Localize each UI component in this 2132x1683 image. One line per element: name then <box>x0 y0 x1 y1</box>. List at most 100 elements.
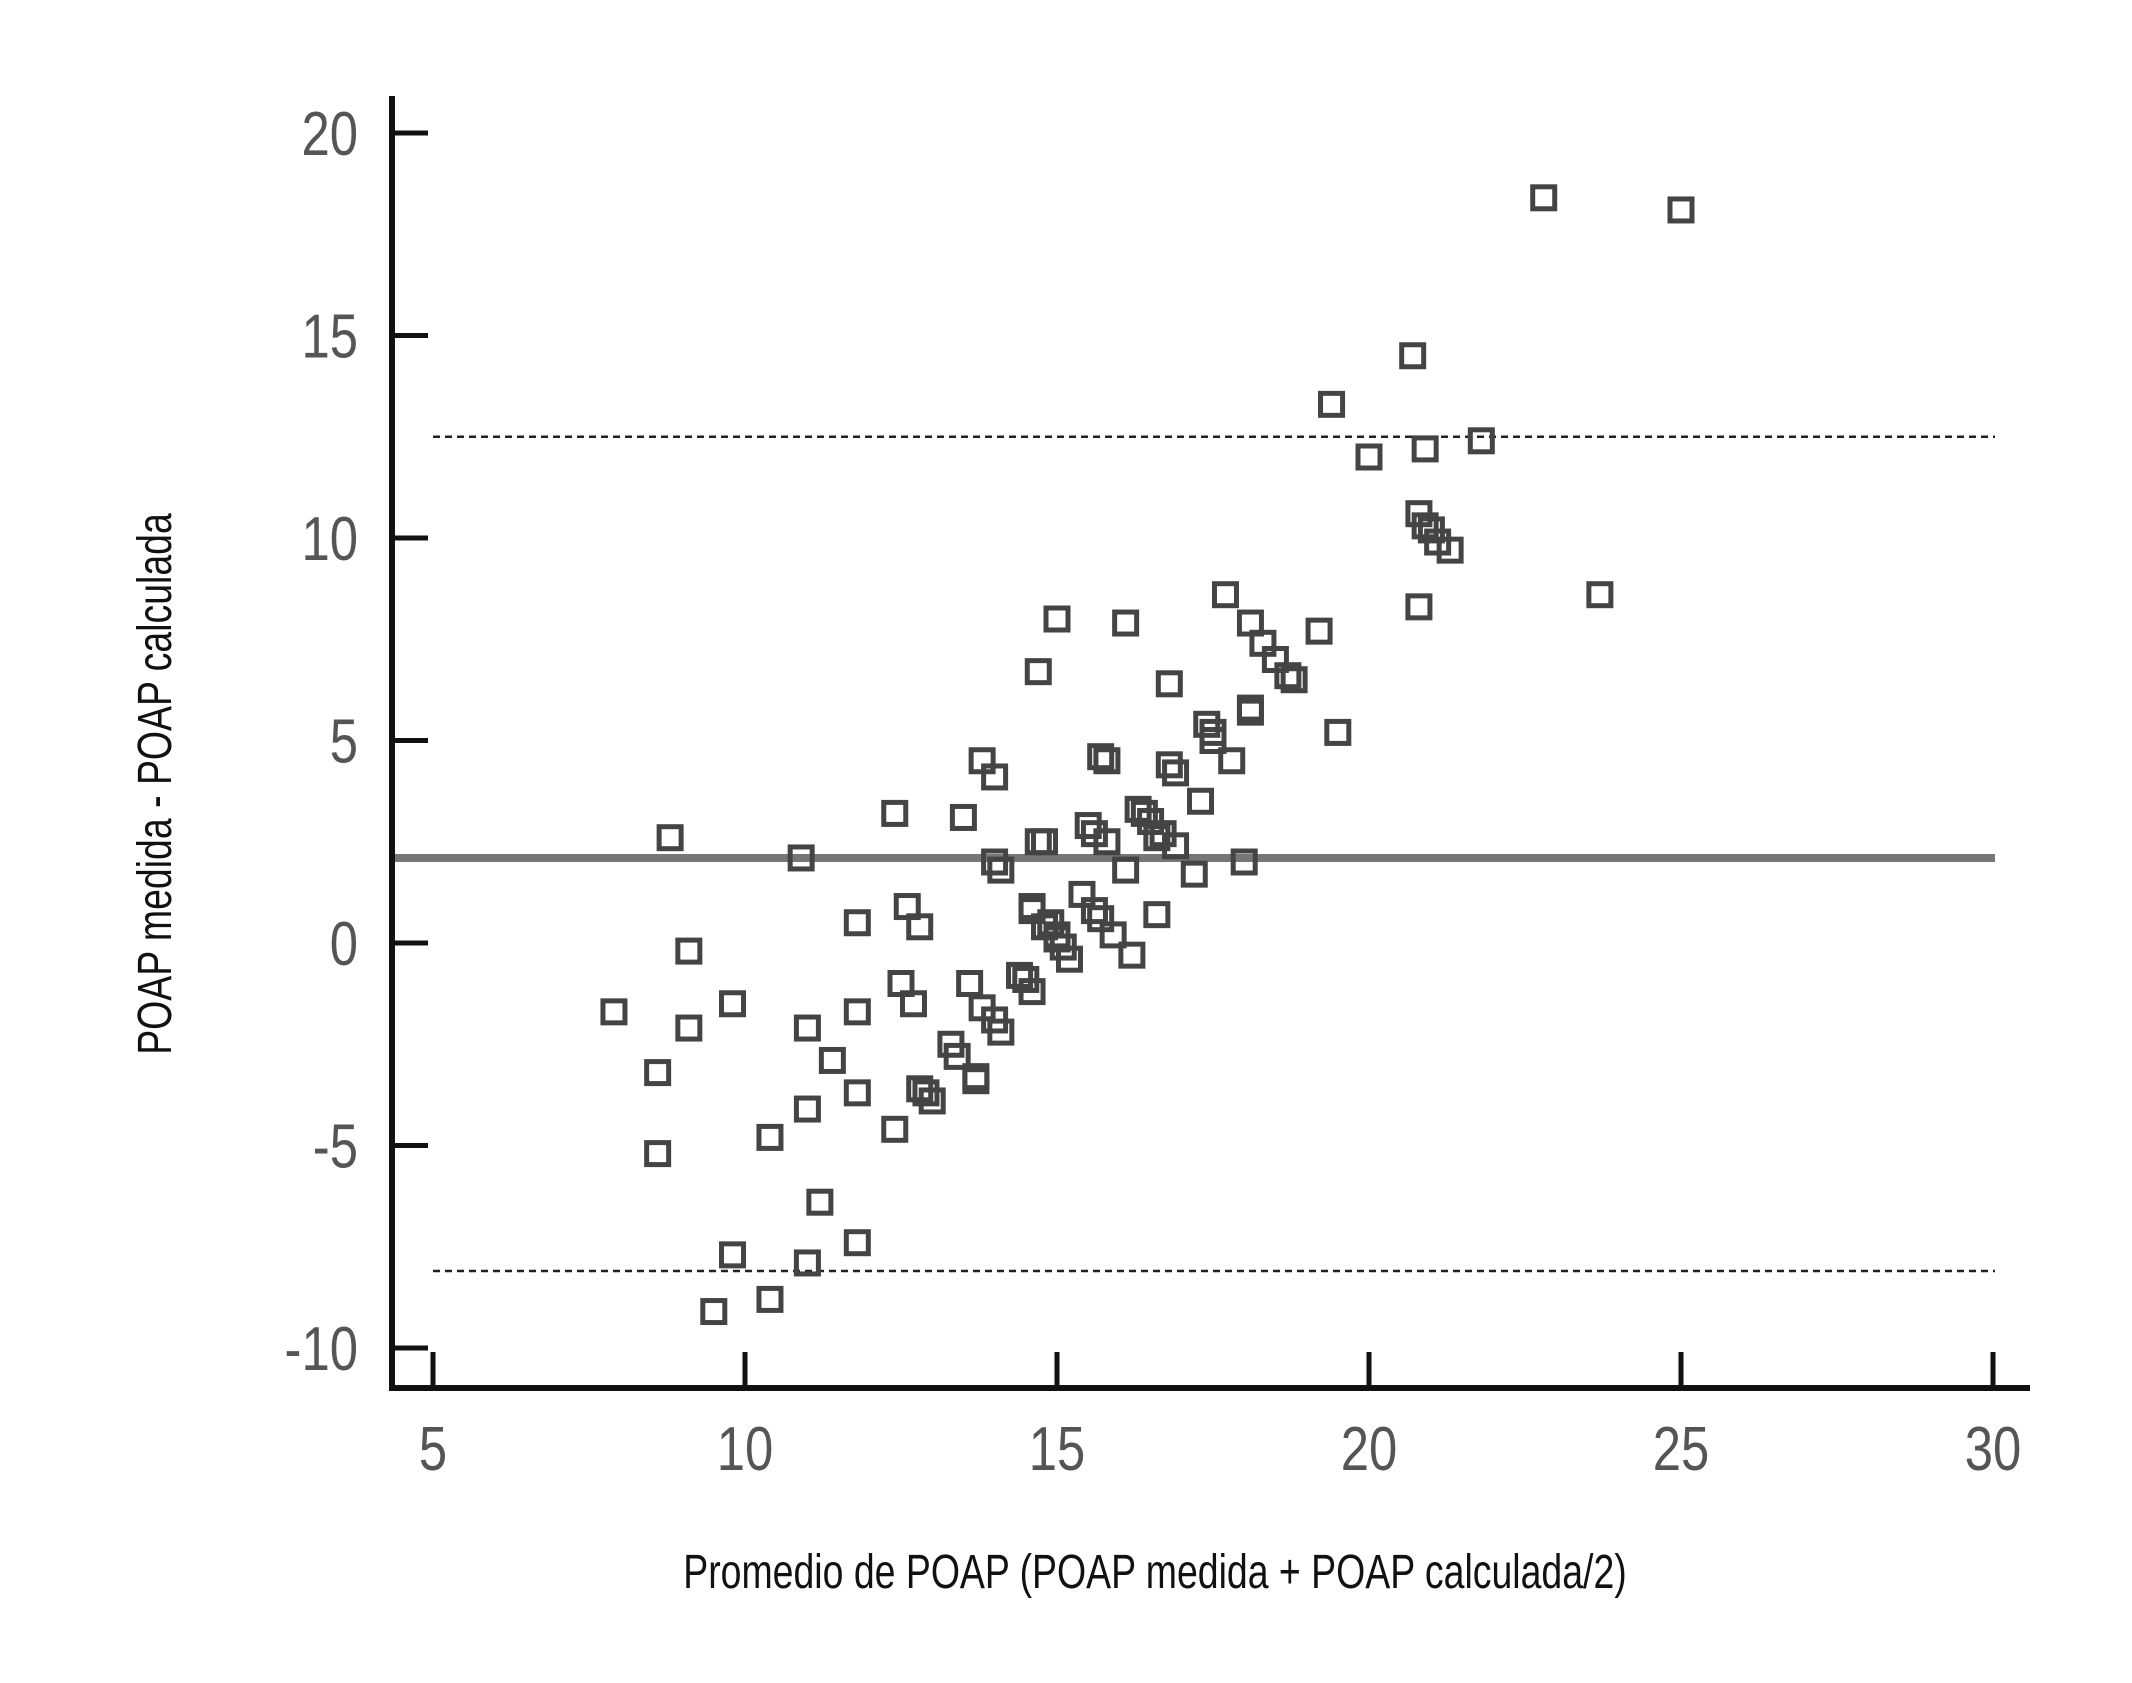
data-point <box>675 1014 703 1042</box>
data-point <box>793 1249 821 1277</box>
x-tick-label: 20 <box>1341 1415 1398 1484</box>
x-axis-ticks: 5 10 15 20 25 30 <box>419 1352 2021 1484</box>
data-point <box>1055 945 1083 973</box>
data-point <box>1280 666 1308 694</box>
data-point <box>1093 828 1121 856</box>
data-point <box>806 1188 834 1216</box>
data-point <box>1667 196 1695 224</box>
data-point <box>1112 609 1140 637</box>
data-point <box>600 998 628 1026</box>
data-point <box>1305 617 1333 645</box>
data-point <box>962 1067 990 1095</box>
data-point <box>843 998 871 1026</box>
data-point <box>1411 435 1439 463</box>
data-point <box>1199 718 1227 746</box>
data-point <box>1162 832 1190 860</box>
data-point <box>719 990 747 1018</box>
data-point <box>1155 670 1183 698</box>
data-point <box>756 1123 784 1151</box>
data-point <box>981 848 1009 876</box>
x-tick-label: 5 <box>419 1415 447 1484</box>
data-point <box>1143 824 1171 852</box>
data-point <box>700 1298 728 1326</box>
data-point <box>1586 581 1614 609</box>
y-tick-label: 15 <box>301 303 358 372</box>
data-point <box>918 1087 946 1115</box>
data-point <box>1236 698 1264 726</box>
data-point <box>843 909 871 937</box>
data-point <box>1467 427 1495 455</box>
data-point <box>943 1042 971 1070</box>
x-tick-label: 10 <box>717 1415 774 1484</box>
data-point <box>1324 718 1352 746</box>
y-tick-label: 20 <box>301 100 358 169</box>
data-points <box>600 184 1695 1326</box>
y-tick-label: -5 <box>313 1113 358 1182</box>
data-point <box>1180 860 1208 888</box>
data-point <box>881 799 909 827</box>
data-point <box>1155 751 1183 779</box>
data-point <box>1199 727 1227 754</box>
data-point <box>987 856 1015 884</box>
data-point <box>1074 812 1102 840</box>
data-point <box>1399 342 1427 370</box>
reference-lines <box>395 435 1995 1273</box>
data-point <box>912 1079 940 1107</box>
data-point <box>1162 759 1190 787</box>
data-point <box>987 1018 1015 1046</box>
data-point <box>949 803 977 831</box>
y-tick-label: 5 <box>330 708 358 777</box>
data-point <box>1018 978 1046 1006</box>
data-point <box>1218 747 1246 775</box>
data-point <box>1355 443 1383 471</box>
data-point <box>1043 605 1071 633</box>
data-point <box>881 1115 909 1143</box>
data-point <box>1274 662 1302 690</box>
data-point <box>818 1046 846 1074</box>
data-point <box>1099 921 1127 949</box>
data-point <box>1118 941 1146 969</box>
data-point <box>644 1059 672 1087</box>
y-axis-title: POAP medida - POAP calculada <box>129 513 183 1055</box>
data-point <box>1436 536 1464 564</box>
y-tick-label: 0 <box>330 910 358 979</box>
data-point <box>956 970 984 997</box>
data-point <box>1230 848 1258 876</box>
data-point <box>1024 828 1052 856</box>
data-point <box>1143 901 1171 929</box>
data-point <box>843 1079 871 1107</box>
x-tick-label: 25 <box>1653 1415 1710 1484</box>
data-point <box>675 937 703 965</box>
data-point <box>1024 658 1052 686</box>
data-point <box>644 1140 672 1168</box>
data-point <box>1193 710 1221 738</box>
data-point <box>719 1241 747 1269</box>
data-point <box>1405 593 1433 621</box>
data-point <box>1093 747 1121 775</box>
x-tick-label: 30 <box>1965 1415 2022 1484</box>
data-point <box>793 1095 821 1123</box>
data-point <box>656 824 684 852</box>
data-point <box>793 1014 821 1042</box>
x-tick-label: 15 <box>1029 1415 1086 1484</box>
data-point <box>1112 856 1140 884</box>
data-point <box>1031 828 1059 856</box>
data-point <box>1318 390 1346 418</box>
data-point <box>899 990 927 1018</box>
y-tick-label: 10 <box>301 505 358 574</box>
data-point <box>906 913 934 941</box>
data-point <box>1530 184 1558 212</box>
x-axis-title: Promedio de POAP (POAP medida + POAP cal… <box>683 1546 1626 1600</box>
data-point <box>787 844 815 872</box>
data-point <box>1087 743 1115 771</box>
data-point <box>1211 581 1239 609</box>
data-point <box>981 763 1009 791</box>
data-point <box>756 1285 784 1313</box>
y-axis-ticks: -10 -5 0 5 10 15 20 <box>285 100 428 1384</box>
y-tick-label: -10 <box>285 1315 358 1384</box>
data-point <box>1187 787 1215 815</box>
data-point <box>1080 897 1108 925</box>
data-point <box>843 1229 871 1257</box>
